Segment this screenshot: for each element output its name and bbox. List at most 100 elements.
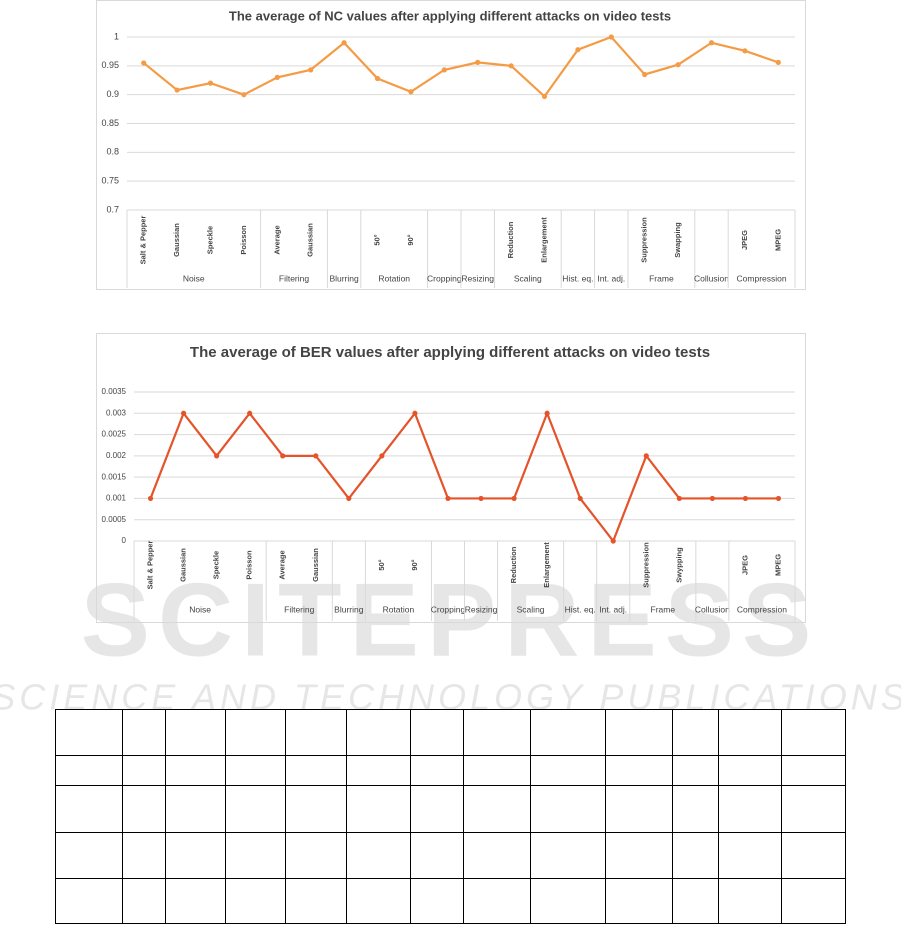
group-label: Frame	[651, 604, 676, 614]
data-point	[676, 495, 682, 502]
x-tick-label: Speckle	[205, 226, 214, 254]
chart-frame	[96, 333, 806, 623]
data-point	[207, 80, 214, 86]
data-point	[412, 410, 418, 416]
line-series	[149, 410, 779, 544]
y-tick-label: 0.85	[101, 118, 119, 128]
x-tick-label: Swypping	[674, 547, 683, 583]
x-tick-label: 50°	[372, 234, 381, 245]
x-tick-label: Swapping	[673, 222, 682, 258]
group-label: Noise	[189, 604, 211, 614]
x-tick-label: Speckle	[212, 551, 221, 579]
group-label: Compression	[737, 604, 787, 614]
data-point	[643, 453, 649, 459]
data-point	[441, 67, 447, 73]
y-tick-label: 0.9	[106, 89, 119, 99]
y-tick-label: 0.75	[101, 176, 119, 186]
group-label: Int. adj.	[599, 604, 627, 614]
data-point	[508, 63, 514, 69]
group-label: Hist. eq.	[562, 273, 593, 283]
data-point	[478, 495, 484, 502]
data-point	[445, 495, 451, 502]
data-point	[308, 67, 314, 73]
x-tick-label: Salt & Pepper	[139, 216, 148, 265]
data-point	[544, 410, 550, 416]
x-tick-label: MPEG	[773, 554, 782, 576]
y-tick-label: 0.0005	[102, 515, 127, 524]
data-point	[180, 410, 187, 416]
x-tick-label: 50°	[377, 559, 386, 570]
data-point	[709, 495, 715, 502]
x-tick-label: Poisson	[239, 225, 248, 255]
x-tick-label: Poisson	[245, 550, 254, 580]
data-point	[247, 410, 253, 416]
group-label: Scaling	[514, 273, 542, 283]
data-point	[274, 74, 280, 80]
data-point	[241, 92, 247, 98]
x-tick-label: Average	[272, 225, 281, 254]
data-point	[475, 59, 481, 65]
watermark: SCITEPRESS SCIENCE AND TECHNOLOGY PUBLIC…	[0, 562, 901, 717]
data-point	[610, 538, 616, 544]
group-label: Scaling	[517, 604, 545, 614]
group-label: Resizing	[465, 604, 498, 614]
x-tick-label: Suppression	[641, 542, 650, 588]
x-tick-label: Enlargement	[539, 217, 548, 263]
group-label: Compression	[737, 273, 787, 283]
x-tick-label: Gaussian	[179, 548, 188, 582]
x-tick-label: Salt & Pepper	[146, 541, 155, 590]
x-tick-label: Suppression	[640, 217, 649, 263]
chart-title: The average of BER values after applying…	[190, 344, 710, 361]
data-point	[675, 62, 681, 68]
data-point	[379, 453, 385, 459]
group-label: Int. adj.	[597, 273, 625, 283]
data-point	[775, 59, 781, 65]
y-tick-label: 0.95	[101, 60, 119, 70]
watermark-title: SCITEPRESS	[81, 562, 820, 678]
x-tick-label: JPEG	[740, 555, 749, 575]
x-tick-label: Reduction	[506, 221, 515, 258]
data-point	[775, 495, 782, 502]
data-point	[541, 93, 548, 99]
data-point	[141, 60, 147, 66]
x-tick-label: Gaussian	[172, 223, 181, 257]
data-point	[280, 453, 286, 459]
group-label: Cropping	[427, 273, 462, 283]
data-point	[346, 495, 352, 502]
group-label: Filtering	[284, 604, 315, 614]
group-label: Filtering	[279, 273, 310, 283]
x-tick-label: Enlargement	[542, 542, 551, 588]
y-tick-label: 0.0025	[102, 430, 127, 439]
group-label: Collusion	[694, 273, 729, 283]
data-point	[708, 40, 715, 46]
group-label: Blurring	[329, 273, 359, 283]
data-point	[511, 495, 517, 502]
group-label: Blurring	[334, 604, 364, 614]
data-point	[642, 71, 648, 78]
group-label: Noise	[183, 273, 205, 283]
data-point	[174, 87, 180, 93]
data-point	[575, 47, 581, 53]
y-tick-label: 0.003	[106, 408, 127, 417]
table	[55, 709, 846, 924]
watermark-subtitle: SCIENCE AND TECHNOLOGY PUBLICATIONS	[0, 677, 901, 718]
group-label: Frame	[649, 273, 674, 283]
chart-frame	[96, 0, 806, 290]
y-tick-label: 0.002	[106, 451, 127, 460]
data-point	[742, 495, 749, 502]
data-point	[374, 75, 381, 82]
x-tick-label: Reduction	[509, 546, 518, 583]
x-tick-label: 90°	[406, 234, 415, 245]
x-tick-label: Gaussian	[311, 548, 320, 582]
group-label: Rotation	[383, 604, 415, 614]
y-tick-label: 0.0035	[102, 387, 127, 396]
group-label: Rotation	[378, 273, 410, 283]
chart-title: The average of NC values after applying …	[229, 8, 671, 23]
group-label: Hist. eq.	[565, 604, 596, 614]
x-tick-label: MPEG	[773, 229, 782, 251]
y-tick-label: 1	[114, 31, 119, 41]
data-point	[742, 48, 748, 54]
x-tick-label: JPEG	[740, 230, 749, 250]
group-label: Cropping	[431, 604, 466, 614]
x-tick-label: Average	[278, 550, 287, 579]
